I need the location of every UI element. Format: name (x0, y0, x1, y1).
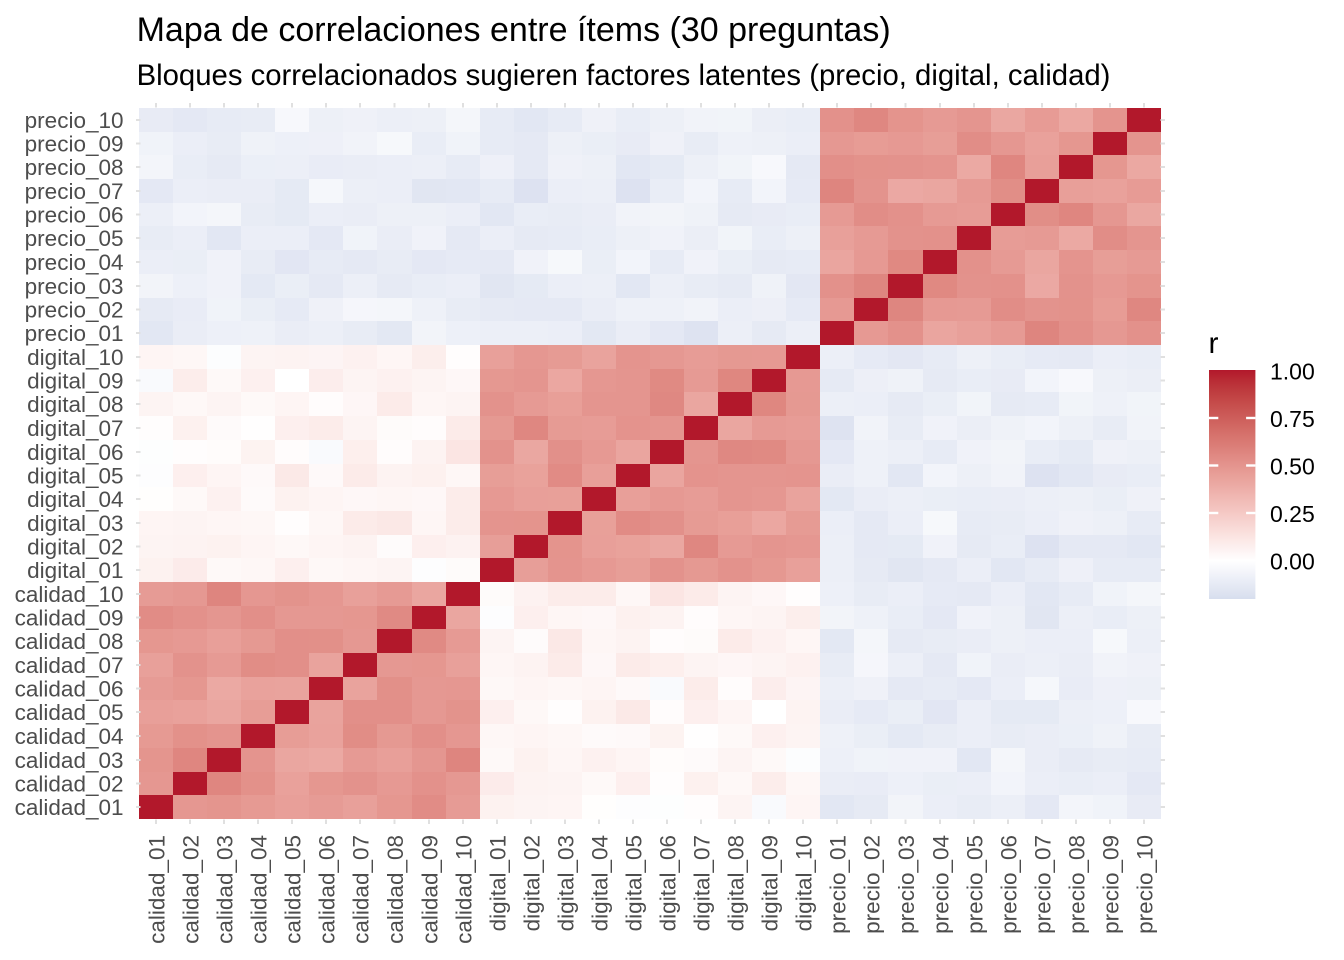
svg-text:precio_06: precio_06 (996, 835, 1021, 934)
svg-text:1.00: 1.00 (1270, 359, 1315, 385)
svg-text:precio_09: precio_09 (1098, 835, 1123, 934)
svg-text:digital_01: digital_01 (27, 558, 123, 583)
svg-text:r: r (1209, 327, 1219, 360)
svg-text:digital_05: digital_05 (27, 464, 123, 489)
svg-text:calidad_04: calidad_04 (246, 835, 271, 944)
svg-text:calidad_08: calidad_08 (15, 629, 124, 654)
svg-text:precio_09: precio_09 (25, 132, 124, 157)
svg-text:precio_07: precio_07 (1030, 835, 1055, 934)
svg-text:digital_07: digital_07 (27, 416, 123, 441)
svg-text:precio_02: precio_02 (859, 835, 884, 934)
svg-text:digital_10: digital_10 (27, 345, 123, 370)
svg-text:precio_07: precio_07 (25, 179, 124, 204)
svg-text:digital_03: digital_03 (27, 511, 123, 536)
svg-text:precio_08: precio_08 (1064, 835, 1089, 934)
svg-text:precio_01: precio_01 (825, 835, 850, 934)
svg-text:calidad_06: calidad_06 (15, 677, 124, 702)
svg-text:calidad_03: calidad_03 (212, 835, 237, 944)
svg-text:calidad_04: calidad_04 (15, 724, 124, 749)
svg-text:precio_06: precio_06 (25, 203, 124, 228)
svg-text:precio_08: precio_08 (25, 155, 124, 180)
svg-text:calidad_05: calidad_05 (280, 835, 305, 944)
svg-text:0.50: 0.50 (1270, 454, 1315, 480)
svg-text:calidad_07: calidad_07 (348, 835, 373, 944)
svg-text:precio_04: precio_04 (25, 250, 124, 275)
svg-text:digital_04: digital_04 (587, 835, 612, 931)
svg-text:digital_09: digital_09 (27, 369, 123, 394)
svg-text:calidad_02: calidad_02 (15, 772, 124, 797)
svg-text:digital_04: digital_04 (27, 487, 123, 512)
svg-text:digital_03: digital_03 (553, 835, 578, 931)
svg-text:precio_02: precio_02 (25, 298, 124, 323)
svg-text:digital_08: digital_08 (723, 835, 748, 931)
svg-text:precio_03: precio_03 (894, 835, 919, 934)
svg-text:Mapa de correlaciones entre ít: Mapa de correlaciones entre ítems (30 pr… (137, 11, 891, 49)
svg-text:precio_05: precio_05 (962, 835, 987, 934)
svg-text:calidad_08: calidad_08 (383, 835, 408, 944)
svg-text:digital_02: digital_02 (27, 535, 123, 560)
svg-text:digital_08: digital_08 (27, 392, 123, 417)
svg-text:0.25: 0.25 (1270, 501, 1315, 527)
svg-text:precio_10: precio_10 (1132, 835, 1157, 934)
svg-text:calidad_01: calidad_01 (144, 835, 169, 944)
svg-text:calidad_10: calidad_10 (451, 835, 476, 944)
svg-text:digital_01: digital_01 (485, 835, 510, 931)
svg-text:digital_02: digital_02 (519, 835, 544, 931)
svg-text:calidad_03: calidad_03 (15, 748, 124, 773)
svg-text:calidad_01: calidad_01 (15, 795, 124, 820)
svg-text:digital_06: digital_06 (27, 440, 123, 465)
svg-text:precio_04: precio_04 (928, 835, 953, 934)
svg-text:digital_09: digital_09 (757, 835, 782, 931)
svg-text:calidad_07: calidad_07 (15, 653, 124, 678)
svg-text:precio_05: precio_05 (25, 226, 124, 251)
svg-text:precio_01: precio_01 (25, 321, 124, 346)
svg-text:calidad_05: calidad_05 (15, 700, 124, 725)
svg-text:calidad_09: calidad_09 (417, 835, 442, 944)
svg-text:precio_10: precio_10 (25, 108, 124, 133)
svg-text:digital_05: digital_05 (621, 835, 646, 931)
svg-text:digital_07: digital_07 (689, 835, 714, 931)
svg-text:0.00: 0.00 (1270, 549, 1315, 575)
svg-text:calidad_06: calidad_06 (314, 835, 339, 944)
svg-text:digital_06: digital_06 (655, 835, 680, 931)
svg-text:calidad_02: calidad_02 (178, 835, 203, 944)
svg-text:0.75: 0.75 (1270, 406, 1315, 432)
svg-text:Bloques correlacionados sugier: Bloques correlacionados sugieren factore… (137, 59, 1111, 92)
svg-text:precio_03: precio_03 (25, 274, 124, 299)
svg-text:digital_10: digital_10 (791, 835, 816, 931)
svg-text:calidad_09: calidad_09 (15, 606, 124, 631)
svg-text:calidad_10: calidad_10 (15, 582, 124, 607)
